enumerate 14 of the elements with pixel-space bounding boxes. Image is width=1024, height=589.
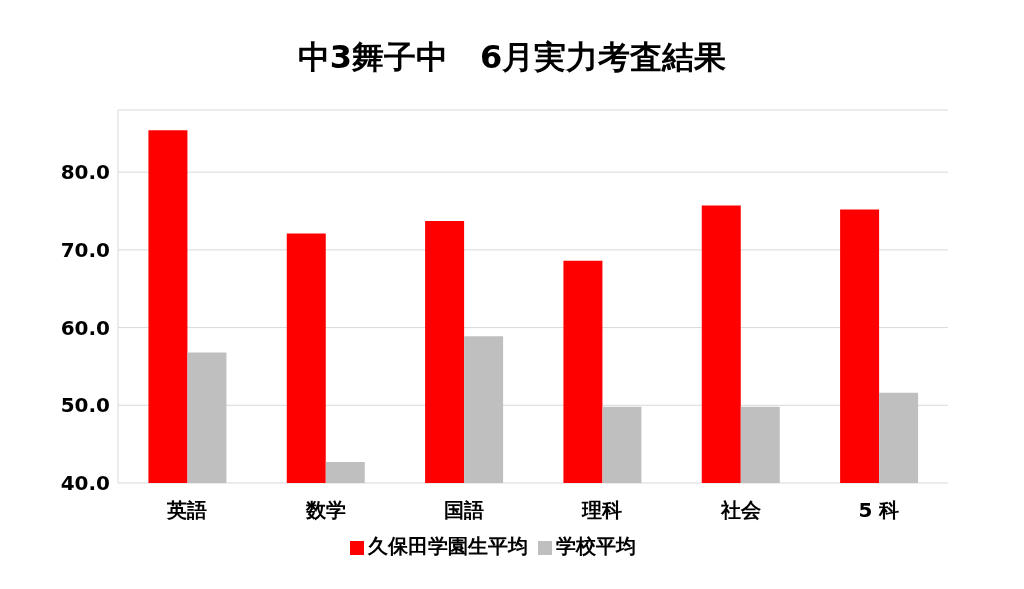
legend-label: 学校平均 — [556, 534, 636, 558]
legend-label: 久保田学園生平均 — [368, 534, 528, 558]
y-tick-label: 50.0 — [60, 393, 110, 418]
y-tick-label: 60.0 — [60, 315, 110, 340]
x-tick-label: 数学 — [304, 498, 346, 523]
x-tick-label: 5 科 — [858, 498, 900, 523]
y-tick-label: 40.0 — [60, 471, 110, 496]
x-tick-label: 社会 — [719, 498, 762, 523]
y-tick-label: 70.0 — [60, 237, 110, 262]
x-tick-label: 英語 — [166, 498, 208, 523]
x-tick-label: 国語 — [443, 498, 484, 523]
y-tick-label: 80.0 — [60, 160, 110, 185]
x-tick-label: 理科 — [581, 498, 623, 523]
chart-title: 中3舞子中 6月実力考査結果 — [296, 37, 728, 78]
